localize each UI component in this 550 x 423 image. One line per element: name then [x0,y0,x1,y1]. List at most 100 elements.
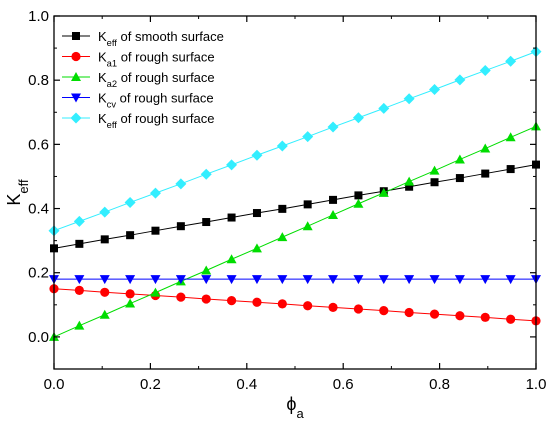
legend-label-rest: of rough surface [117,50,215,65]
data-point [150,275,161,285]
legend-item: Ka1 of rough surface [62,50,215,69]
data-point [454,74,466,86]
data-point [378,102,390,114]
y-tick-label: 0.2 [28,265,49,282]
data-point [175,178,187,190]
data-point [100,235,109,244]
legend-label: Keff of smooth surface [98,29,224,48]
x-tick-label: 0.4 [236,376,257,393]
data-point [74,320,85,330]
data-point [302,221,313,231]
data-point [404,275,415,285]
legend-label-rest: of rough surface [117,111,215,126]
x-axis-title-sub: a [296,406,304,419]
data-point [277,299,287,309]
y-tick-label: 0.8 [28,72,49,89]
data-point [276,140,288,152]
data-point [480,275,491,285]
data-point [481,169,490,178]
data-point [151,226,160,235]
data-point [430,178,439,187]
legend-item: Ka2 of rough surface [62,70,215,89]
data-point [201,294,211,304]
legend-marker [71,72,81,81]
legend-marker [71,93,81,103]
data-point [176,292,186,302]
legend-label-main: K [98,70,107,85]
y-tick-label: 0.4 [28,201,49,218]
data-point [404,307,414,318]
data-point [74,275,85,285]
x-tick-label: 0.8 [429,376,450,393]
axis-titles: ϕa Keff [4,179,304,420]
data-point [202,218,211,227]
series-line [53,125,537,338]
data-point [505,132,516,142]
data-point [352,112,364,124]
data-point [226,296,237,306]
x-tick-label: 1.0 [526,376,547,393]
data-point [303,200,312,209]
data-point [73,215,85,227]
legend-item: Keff of rough surface [62,111,214,130]
data-point [99,275,110,285]
legend-item: Keff of smooth surface [62,29,224,48]
y-tick-label: 1.0 [28,8,49,25]
data-point [403,93,415,105]
legend-label-rest: of rough surface [117,70,215,85]
legend-label-main: K [98,50,107,65]
data-point [251,243,262,253]
data-point [150,287,161,297]
x-tick-label: 0.6 [333,376,354,393]
legend-marker [71,51,81,62]
data-point [353,198,364,208]
axes-layer: 0.0 0.2 0.4 0.6 0.8 1.0 0.0 0.2 0.4 0.6 0.8 1.0 [28,8,546,393]
data-point [125,298,136,308]
y-tick-label: 0.0 [28,329,49,346]
y-axis-title-main: K [4,194,24,206]
data-point [327,121,339,133]
data-point [505,275,516,285]
data-point [378,275,389,285]
legend-label-main: K [98,111,107,126]
data-point [278,204,287,213]
data-point [505,55,517,67]
legend-label: Ka2 of rough surface [98,70,215,89]
series-5 [48,46,542,237]
data-point [353,275,364,285]
data-point [480,312,490,322]
data-point [99,309,110,319]
data-point [252,297,262,307]
legend-label-sub: cv [107,100,117,110]
data-point [226,159,238,171]
data-point [429,275,440,285]
data-point [124,196,136,208]
legend-label-sub: eff [107,120,118,130]
data-point [74,285,84,295]
data-point [277,232,288,242]
legend-label-sub: a1 [107,59,117,69]
legend-label-rest: of rough surface [116,91,214,106]
data-point [354,191,363,200]
data-point [251,275,262,285]
data-point [455,311,465,321]
legend-label-sub: a2 [107,79,117,89]
data-point [454,154,465,164]
legend-label: Ka1 of rough surface [98,50,215,69]
data-point [226,275,237,285]
data-point [125,275,136,285]
x-tick-label: 0.0 [44,376,65,393]
data-point [353,304,364,314]
data-point [404,176,415,186]
legend-label: Kcv of rough surface [98,91,214,110]
y-axis-title-sub: eff [16,179,31,194]
legend-label-main: K [98,29,107,44]
data-point [429,83,441,95]
data-point [302,275,313,285]
data-point [125,289,135,299]
data-point [429,309,440,319]
data-point [302,131,314,143]
